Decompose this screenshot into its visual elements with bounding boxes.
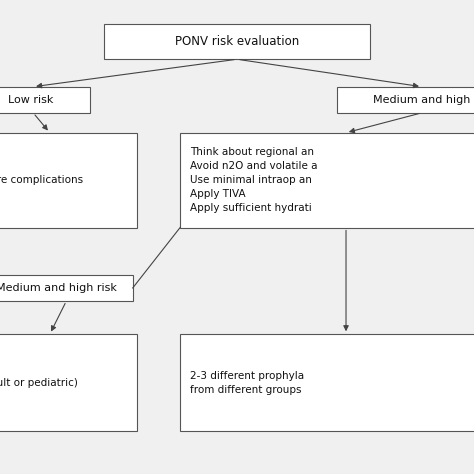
- FancyBboxPatch shape: [0, 334, 137, 431]
- Text: Medium and high risk: Medium and high risk: [0, 283, 118, 293]
- Text: r (adult or pediatric): r (adult or pediatric): [0, 378, 77, 388]
- FancyBboxPatch shape: [104, 24, 370, 59]
- Text: Low risk: Low risk: [8, 95, 54, 105]
- FancyBboxPatch shape: [337, 87, 474, 113]
- FancyBboxPatch shape: [0, 275, 133, 301]
- FancyBboxPatch shape: [180, 334, 474, 431]
- FancyBboxPatch shape: [0, 133, 137, 228]
- Text: Think about regional an
Avoid n2O and volatile a
Use minimal intraop an
Apply TI: Think about regional an Avoid n2O and vo…: [190, 147, 317, 213]
- FancyBboxPatch shape: [180, 133, 474, 228]
- Text: Medium and high: Medium and high: [373, 95, 471, 105]
- FancyBboxPatch shape: [0, 87, 90, 113]
- Text: 2-3 different prophyla
from different groups: 2-3 different prophyla from different gr…: [190, 371, 304, 395]
- Text: s
 where complications
ting: s where complications ting: [0, 161, 82, 199]
- Text: PONV risk evaluation: PONV risk evaluation: [175, 35, 299, 48]
